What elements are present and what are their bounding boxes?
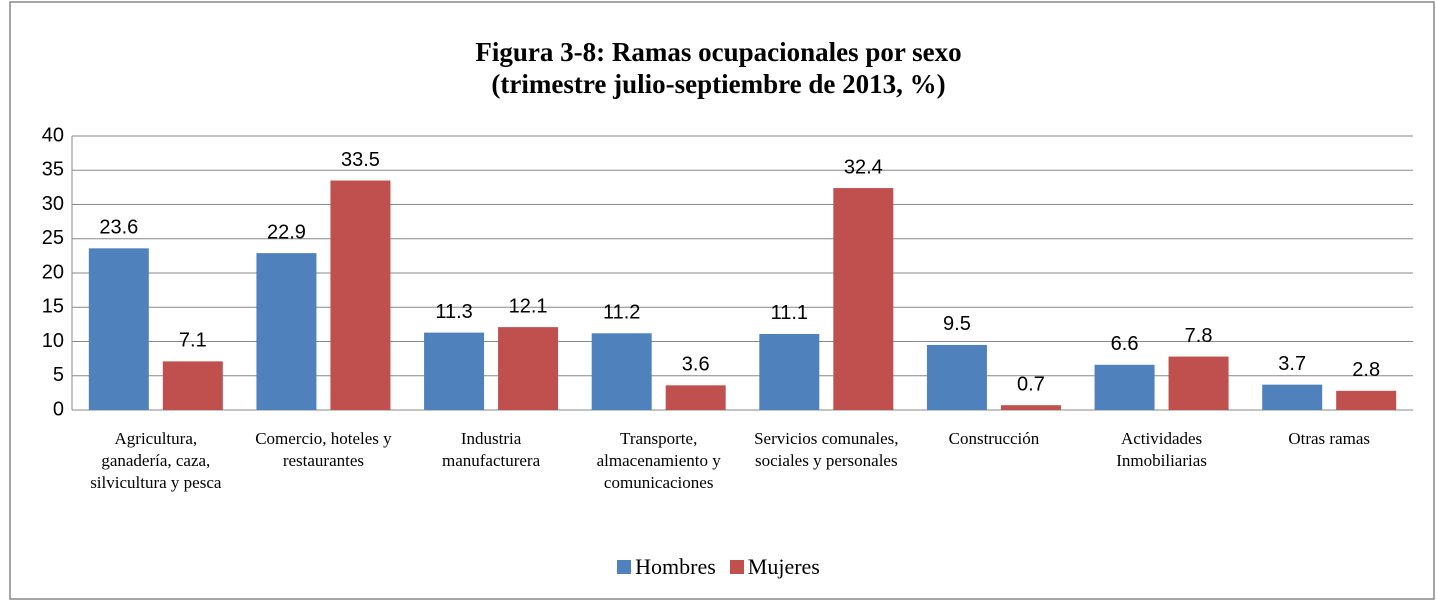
data-label: 23.6 bbox=[99, 217, 138, 239]
legend-swatch bbox=[617, 560, 632, 574]
bar bbox=[162, 361, 223, 410]
bar bbox=[1262, 384, 1323, 410]
y-tick-label: 35 bbox=[42, 159, 64, 181]
x-tick-label: Industria manufacturera bbox=[441, 429, 541, 470]
x-tick-label: Construcción bbox=[948, 429, 1040, 448]
y-tick-label: 15 bbox=[42, 296, 64, 318]
bar bbox=[1094, 364, 1155, 410]
data-label: 11.1 bbox=[771, 302, 808, 324]
bar bbox=[665, 385, 726, 410]
bar bbox=[498, 327, 559, 410]
y-tick-label: 30 bbox=[42, 193, 64, 215]
y-tick-label: 10 bbox=[42, 330, 64, 352]
bar bbox=[88, 248, 149, 410]
bar bbox=[256, 253, 317, 410]
data-label: 3.7 bbox=[1278, 353, 1306, 375]
data-label: 7.8 bbox=[1185, 325, 1213, 347]
bar bbox=[1000, 405, 1061, 410]
data-label: 2.8 bbox=[1352, 359, 1380, 381]
bar bbox=[424, 332, 485, 410]
legend-label: Mujeres bbox=[747, 554, 820, 579]
chart-title: Figura 3-8: Ramas ocupacionales por sexo… bbox=[475, 37, 962, 99]
y-tick-label: 0 bbox=[53, 398, 64, 420]
data-label: 7.1 bbox=[179, 330, 207, 352]
data-label: 9.5 bbox=[943, 313, 971, 335]
bar bbox=[1168, 356, 1229, 410]
x-tick-label: Comercio, hoteles y restaurantes bbox=[255, 429, 392, 470]
bar bbox=[330, 180, 391, 410]
bar bbox=[926, 344, 987, 410]
legend: Hombres Mujeres bbox=[0, 554, 1437, 580]
legend-item: Hombres bbox=[617, 554, 716, 580]
data-label: 11.2 bbox=[603, 302, 640, 324]
bar bbox=[759, 333, 820, 410]
data-label: 3.6 bbox=[682, 354, 710, 376]
bar bbox=[1336, 390, 1397, 410]
data-label: 32.4 bbox=[844, 156, 883, 178]
y-tick-label: 25 bbox=[42, 227, 64, 249]
data-label: 12.1 bbox=[509, 295, 548, 317]
chart-border bbox=[9, 1, 1435, 600]
data-label: 33.5 bbox=[341, 149, 380, 171]
y-tick-label: 5 bbox=[53, 364, 64, 386]
x-tick-label: Servicios comunales, sociales y personal… bbox=[754, 429, 899, 470]
bar bbox=[833, 188, 894, 410]
x-tick-label: Transporte, almacenamiento y comunicacio… bbox=[596, 429, 721, 492]
data-label: 0.7 bbox=[1017, 373, 1045, 395]
data-label: 11.3 bbox=[435, 301, 472, 323]
x-tick-label: Otras ramas bbox=[1288, 429, 1371, 448]
data-label: 6.6 bbox=[1111, 333, 1139, 355]
y-tick-label: 40 bbox=[42, 124, 64, 146]
legend-swatch bbox=[729, 560, 744, 574]
data-label: 22.9 bbox=[267, 221, 306, 243]
y-tick-label: 20 bbox=[42, 261, 64, 283]
x-tick-label: Agricultura, ganadería, caza, silvicultu… bbox=[90, 429, 222, 492]
x-tick-label: Actividades Inmobiliarias bbox=[1116, 429, 1207, 470]
bar bbox=[591, 333, 652, 410]
legend-item: Mujeres bbox=[729, 554, 820, 580]
legend-label: Hombres bbox=[635, 554, 716, 579]
